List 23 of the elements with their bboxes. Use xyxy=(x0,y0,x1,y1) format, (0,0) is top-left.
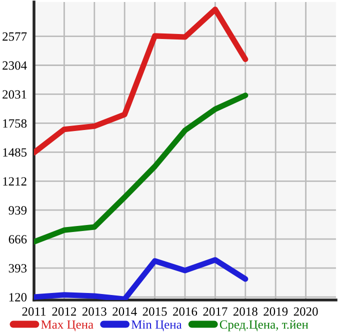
x-tick-label: 2015 xyxy=(142,307,167,316)
y-tick-label: 393 xyxy=(8,264,27,273)
y-tick-label: 2577 xyxy=(2,32,27,41)
x-tick-label: 2012 xyxy=(52,307,76,316)
x-tick-label: 2011 xyxy=(22,307,46,316)
x-tick-label: 2017 xyxy=(203,307,228,316)
legend-label: Min Цена xyxy=(131,320,182,332)
x-tick-label: 2019 xyxy=(264,307,288,316)
legend-label: Max Цена xyxy=(41,320,94,332)
x-tick-label: 2014 xyxy=(112,307,137,316)
x-tick-label: 2016 xyxy=(173,307,198,316)
y-tick-label: 2304 xyxy=(2,61,27,70)
x-tick-label: 2018 xyxy=(233,307,258,316)
y-tick-label: 1758 xyxy=(3,119,27,128)
y-tick-label: 1212 xyxy=(3,177,26,186)
x-tick-label: 2013 xyxy=(82,307,106,316)
y-tick-label: 666 xyxy=(8,235,27,244)
legend-label: Сред.Цена, т.йен xyxy=(220,320,308,332)
y-tick-label: 939 xyxy=(8,206,27,215)
x-tick-label: 2020 xyxy=(294,307,318,316)
y-tick-label: 120 xyxy=(9,293,27,302)
y-tick-label: 2031 xyxy=(2,90,26,99)
y-tick-label: 1485 xyxy=(3,148,27,157)
